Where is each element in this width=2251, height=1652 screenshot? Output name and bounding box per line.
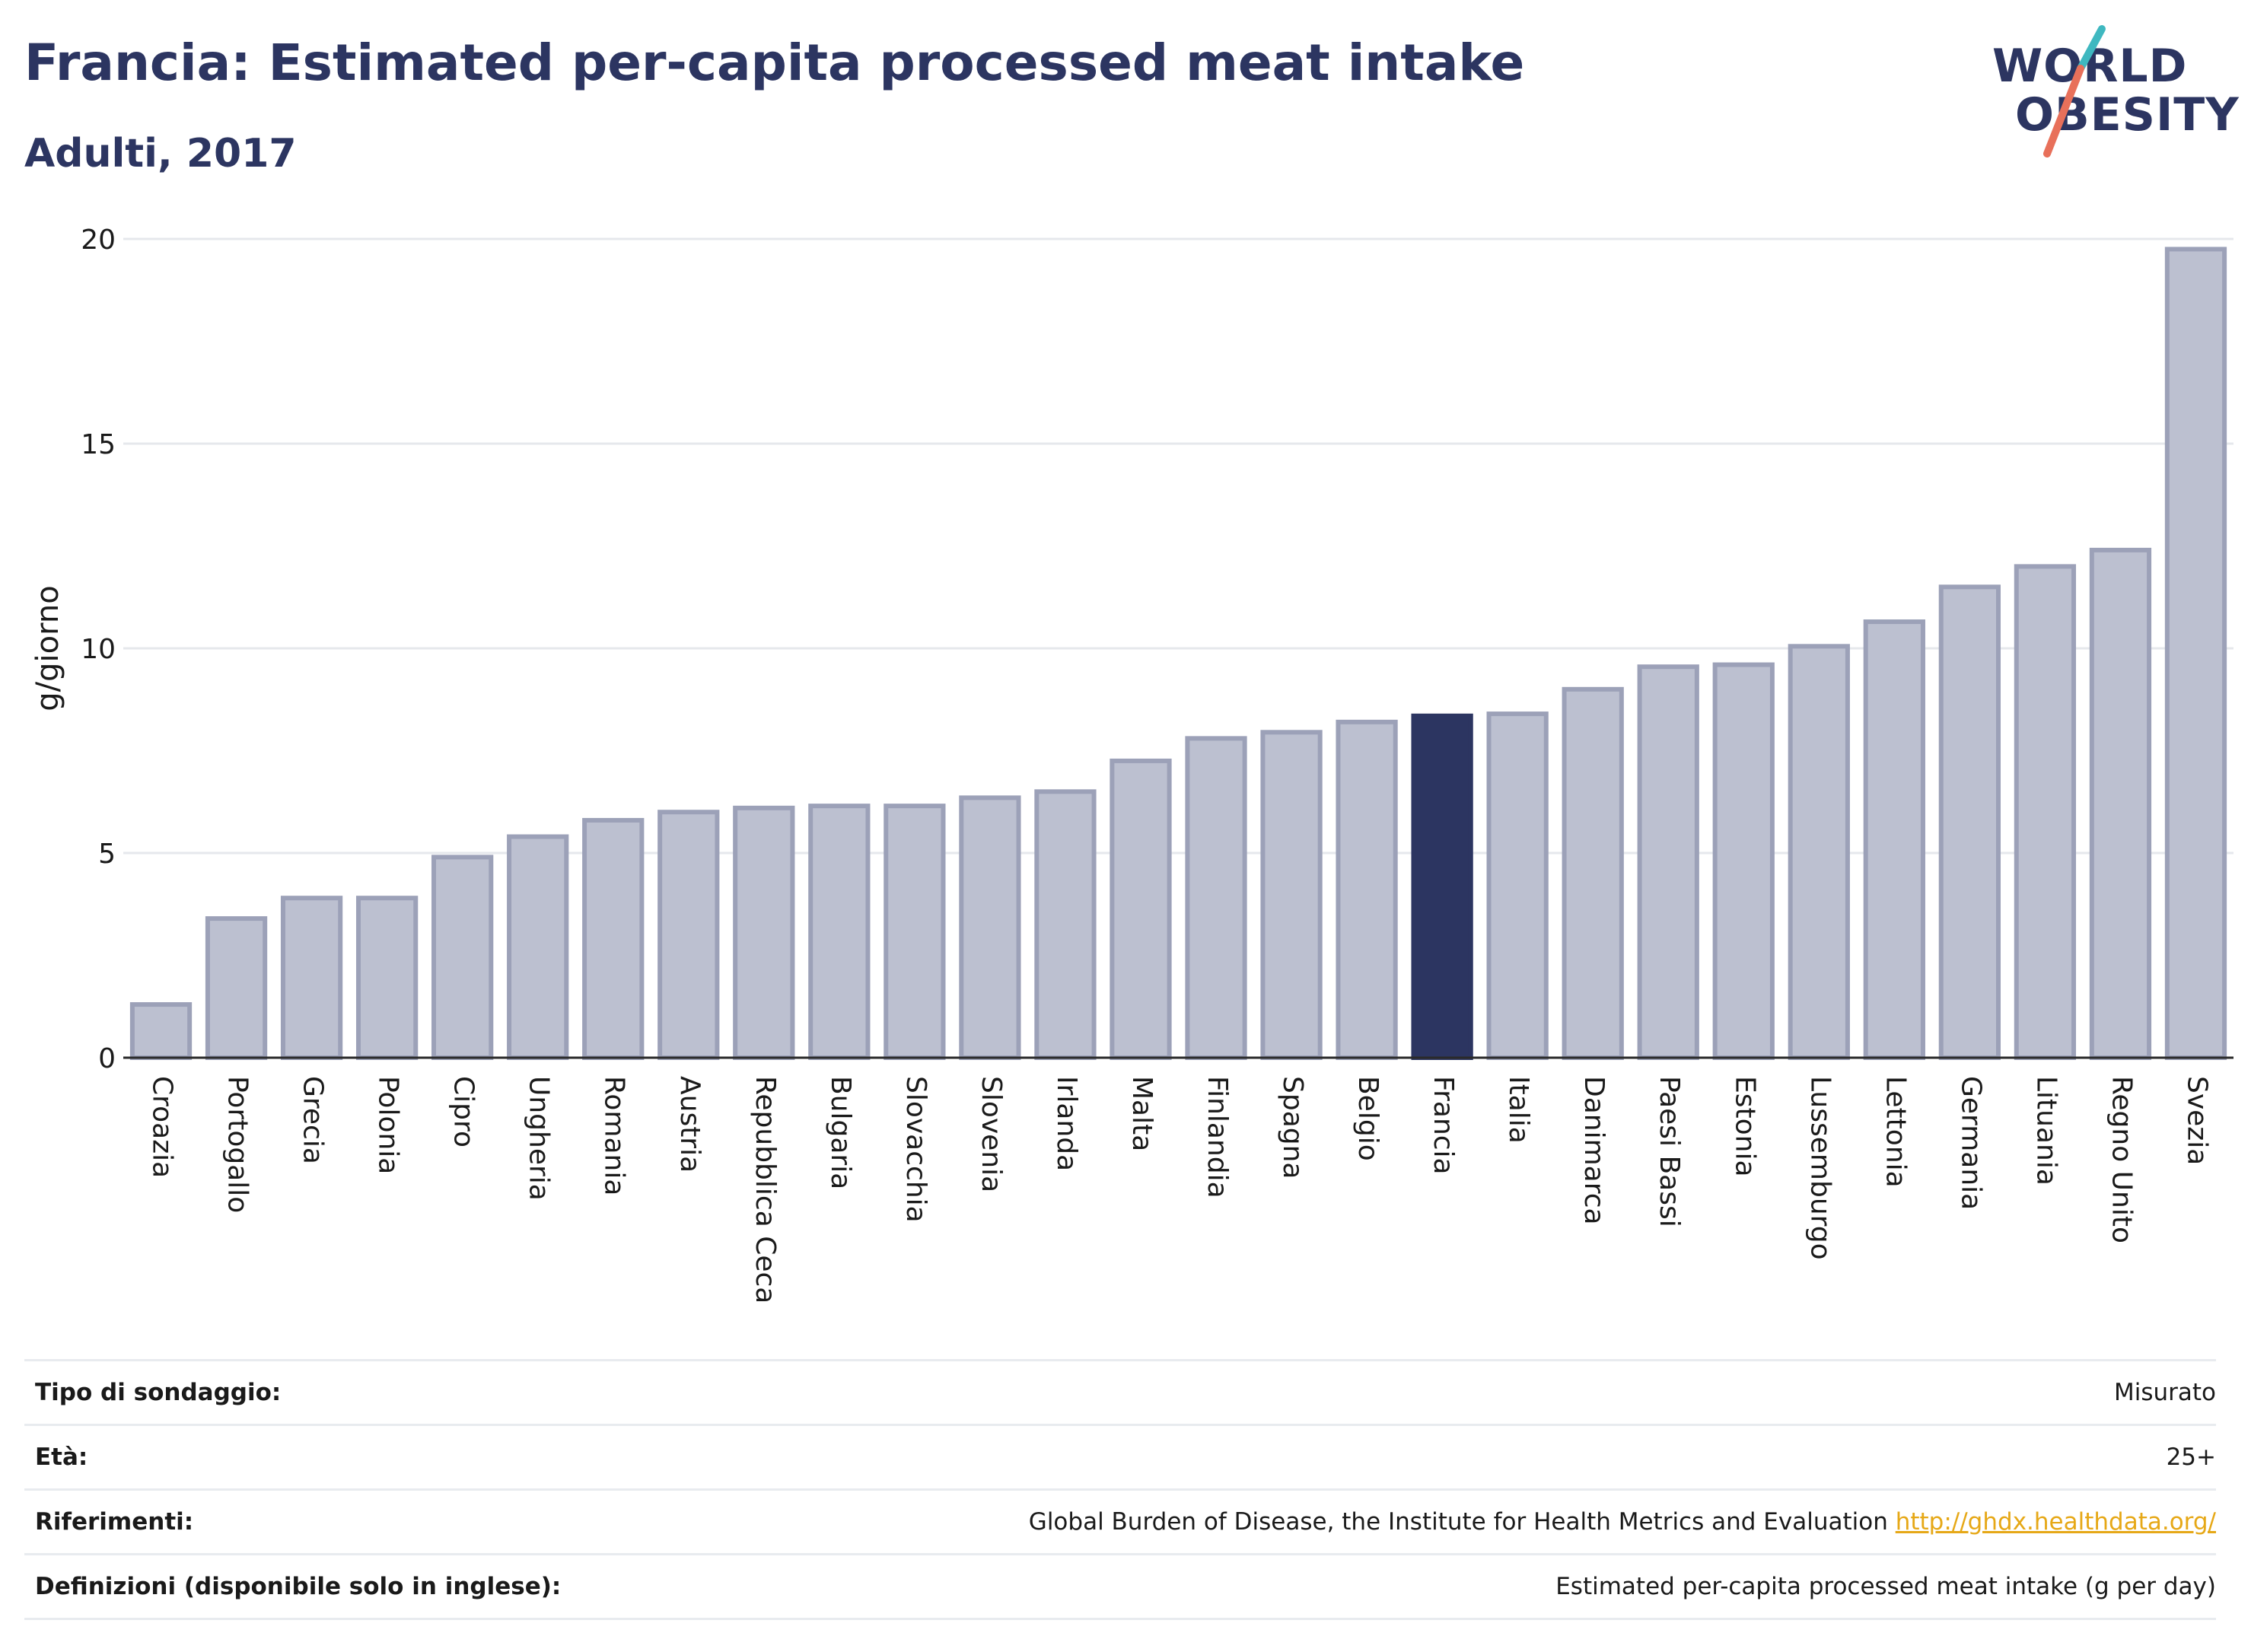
- bar: [1938, 584, 2001, 1060]
- x-tick-label: Portogallo: [222, 1076, 253, 1213]
- bar: [1486, 711, 1549, 1061]
- x-tick-label: Ungheria: [524, 1076, 555, 1201]
- info-value: Misurato: [2113, 1379, 2216, 1406]
- world-obesity-logo: WORLD OBESITY: [1986, 15, 2239, 167]
- info-label: Tipo di sondaggio:: [35, 1379, 282, 1406]
- bar: [280, 896, 343, 1060]
- x-tick-label: Svezia: [2181, 1076, 2212, 1165]
- x-tick-label: Regno Unito: [2106, 1076, 2137, 1243]
- x-tick-label: Lituania: [2030, 1076, 2062, 1186]
- bar: [2164, 247, 2227, 1061]
- x-tick-label: Italia: [1503, 1076, 1534, 1144]
- bar: [205, 916, 268, 1061]
- bar: [507, 834, 569, 1060]
- x-tick-label: Slovenia: [976, 1076, 1007, 1192]
- x-tick-label: Austria: [674, 1076, 705, 1173]
- y-axis-label: g/giorno: [30, 585, 65, 711]
- bar: [884, 804, 946, 1060]
- x-tick-label: Estonia: [1729, 1076, 1760, 1177]
- reference-link[interactable]: http://ghdx.healthdata.org/: [1895, 1508, 2216, 1536]
- bar: [657, 810, 720, 1060]
- bar: [355, 896, 419, 1060]
- chart-title: Francia: Estimated per-capita processed …: [24, 33, 1525, 92]
- bar: [582, 817, 645, 1061]
- x-tick-label: Bulgaria: [825, 1076, 856, 1189]
- bar: [1637, 664, 1699, 1060]
- x-tick-label: Slovacchia: [900, 1076, 931, 1223]
- bar: [129, 1002, 193, 1061]
- x-tick-label: Malta: [1126, 1076, 1157, 1151]
- bar: [733, 805, 795, 1060]
- x-tick-label: Finlandia: [1202, 1076, 1233, 1198]
- x-tick-label: Paesi Bassi: [1654, 1076, 1685, 1227]
- x-tick-label: Francia: [1428, 1076, 1459, 1175]
- info-value: Estimated per-capita processed meat inta…: [1555, 1573, 2216, 1600]
- x-tick-label: Grecia: [298, 1076, 329, 1164]
- info-label: Riferimenti:: [35, 1508, 194, 1536]
- info-value: Global Burden of Disease, the Institute …: [1028, 1508, 1888, 1536]
- bar: [2014, 564, 2077, 1060]
- x-tick-label: Germania: [1955, 1076, 1986, 1210]
- info-row-definitions: Definizioni (disponibile solo in inglese…: [24, 1553, 2216, 1620]
- info-label: Età:: [35, 1444, 88, 1471]
- bar-highlight: [1411, 713, 1473, 1061]
- bar: [2089, 547, 2152, 1060]
- bar: [1260, 730, 1323, 1060]
- x-tick-label: Belgio: [1352, 1076, 1383, 1161]
- y-tick-label: 10: [81, 634, 116, 665]
- x-tick-label: Spagna: [1277, 1076, 1308, 1179]
- logo-slash-icon: [2043, 25, 2106, 158]
- bar: [1712, 662, 1775, 1060]
- x-tick-label: Romania: [599, 1076, 630, 1195]
- bar: [808, 804, 871, 1060]
- bar: [1034, 789, 1097, 1060]
- y-tick-label: 15: [81, 429, 116, 460]
- x-tick-label: Polonia: [373, 1076, 404, 1174]
- chart-subtitle: Adulti, 2017: [24, 131, 297, 177]
- x-tick-label: Croazia: [147, 1076, 178, 1178]
- bar: [1562, 686, 1624, 1060]
- x-tick-label: Lussemburgo: [1804, 1076, 1836, 1260]
- info-table: Tipo di sondaggio: Misurato Età: 25+ Rif…: [24, 1359, 2216, 1620]
- bar: [431, 855, 494, 1060]
- x-tick-label: Repubblica Ceca: [750, 1076, 781, 1303]
- info-value: 25+: [2166, 1444, 2216, 1471]
- bar: [1863, 619, 1925, 1060]
- x-tick-label: Lettonia: [1880, 1076, 1911, 1188]
- bar: [1110, 758, 1172, 1060]
- info-label: Definizioni (disponibile solo in inglese…: [35, 1573, 562, 1600]
- info-value-group: Global Burden of Disease, the Institute …: [1029, 1508, 2216, 1536]
- bar: [1788, 644, 1850, 1060]
- info-row-survey-type: Tipo di sondaggio: Misurato: [24, 1359, 2216, 1424]
- x-tick-label: Danimarca: [1578, 1076, 1609, 1225]
- x-tick-label: Irlanda: [1051, 1076, 1082, 1171]
- bar: [1336, 719, 1398, 1061]
- info-row-references: Riferimenti: Global Burden of Disease, t…: [24, 1488, 2216, 1553]
- y-tick-label: 20: [81, 224, 116, 256]
- y-tick-label: 5: [98, 839, 116, 870]
- bar: [959, 795, 1021, 1060]
- bar: [1185, 736, 1247, 1060]
- info-row-age: Età: 25+: [24, 1424, 2216, 1488]
- x-tick-label: Cipro: [448, 1076, 479, 1147]
- bar-chart: 0 5 10 15 20 g/giorno Croazia Portogallo Grecia P…: [30, 224, 2233, 1303]
- y-tick-label: 0: [98, 1043, 116, 1074]
